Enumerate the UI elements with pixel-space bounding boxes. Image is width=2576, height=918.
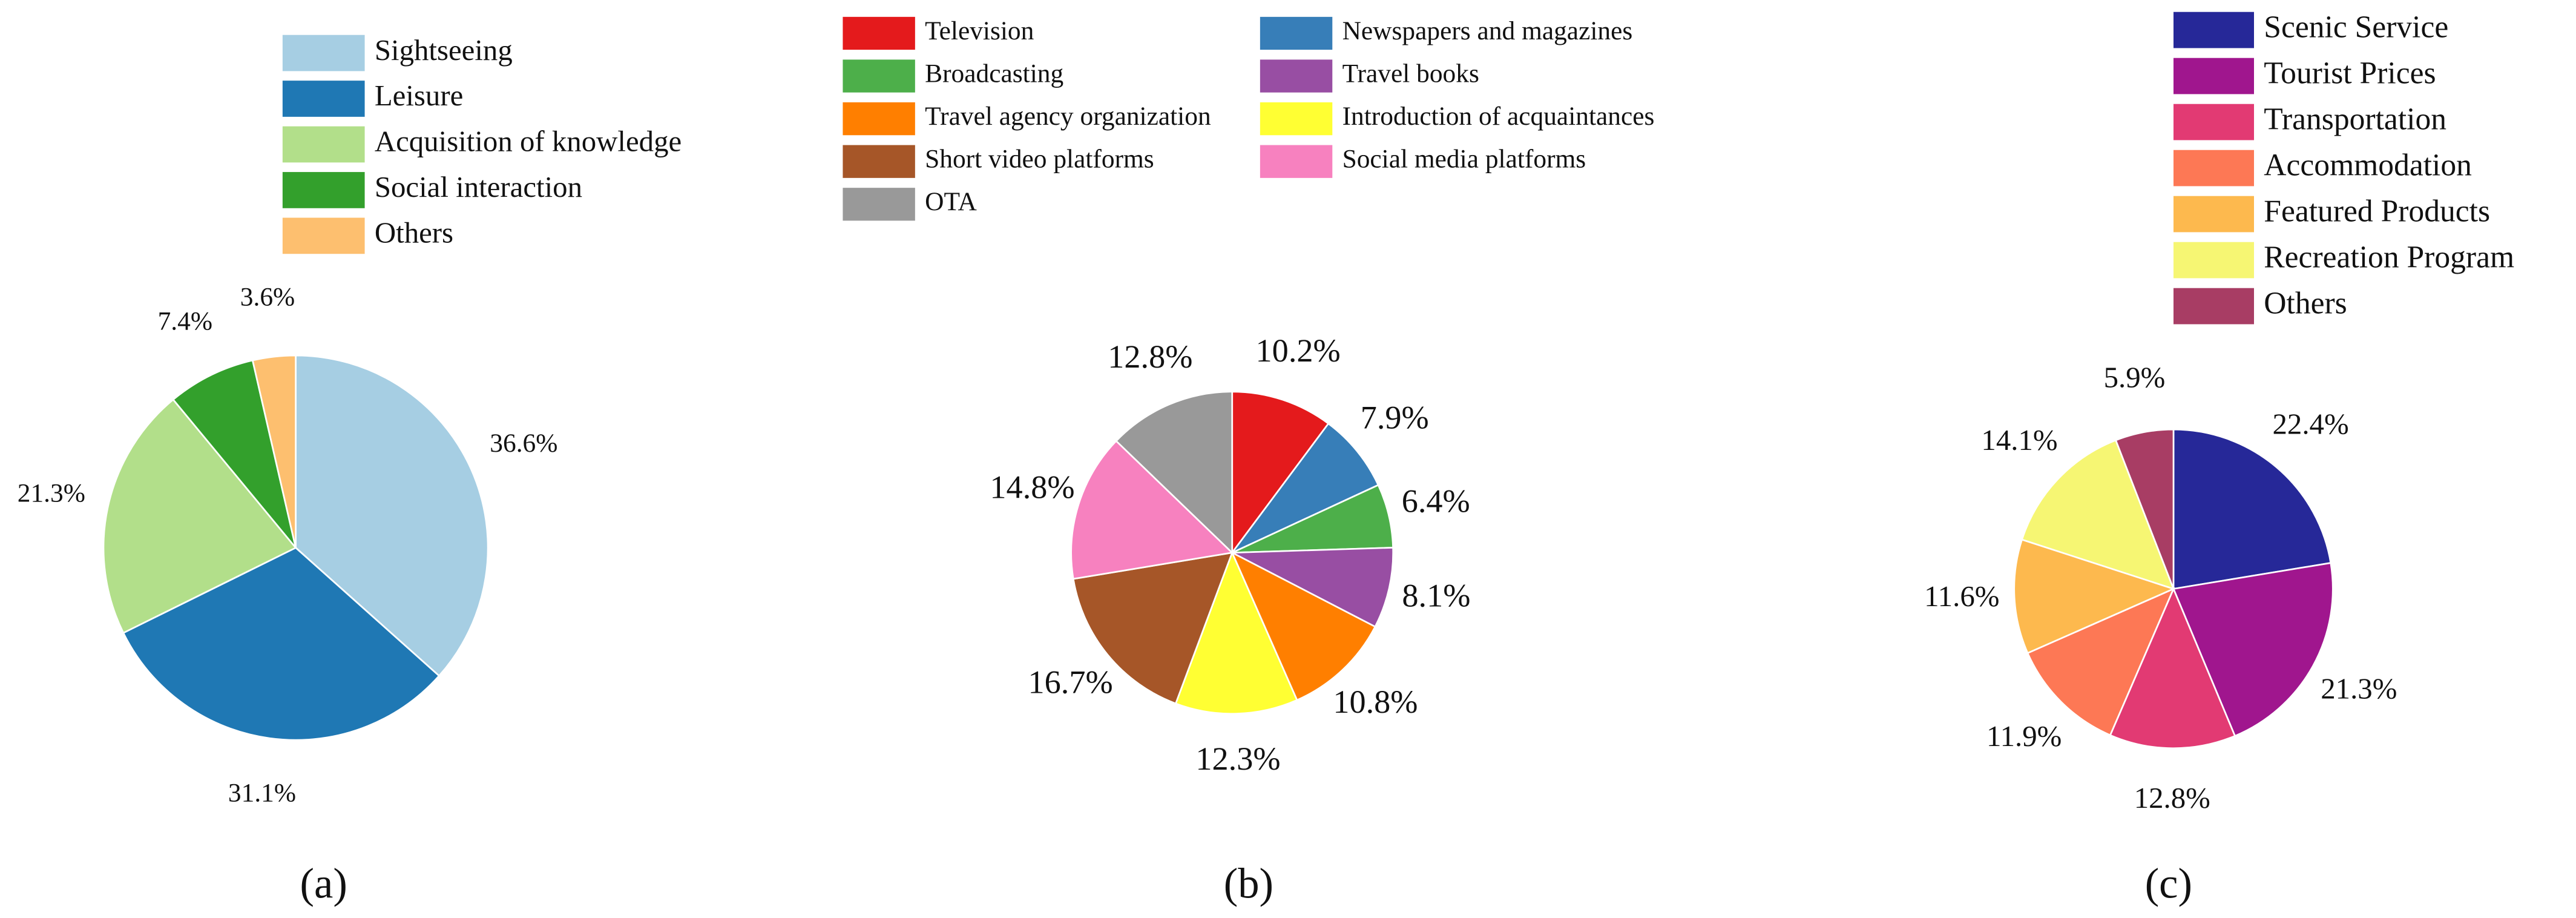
value-label: 3.6%: [240, 282, 295, 311]
value-label: 14.8%: [990, 469, 1074, 505]
legend-swatch: [1260, 16, 1333, 50]
pie-slice: [1231, 422, 1379, 553]
value-label: 11.9%: [1986, 719, 2062, 753]
legend-swatch: [282, 217, 365, 254]
legend-label: Travel agency organization: [925, 102, 1211, 131]
pie-slice: [122, 546, 441, 741]
value-label: 7.9%: [1361, 399, 1429, 435]
value-label: 11.6%: [1924, 580, 1999, 613]
pie-slice: [1115, 391, 1234, 555]
legend-swatch: [843, 59, 915, 93]
value-label: 6.4%: [1402, 483, 1470, 519]
legend-label: Short video platforms: [925, 145, 1154, 174]
legend-swatch: [2174, 242, 2254, 279]
legend-swatch: [1260, 59, 1333, 93]
legend-swatch: [282, 126, 365, 163]
pie-slice: [2109, 586, 2236, 750]
pie-slice: [2114, 428, 2175, 589]
value-label: 12.8%: [1108, 338, 1192, 375]
value-label: 10.2%: [1256, 332, 1341, 369]
legend-label: Travel books: [1342, 59, 1479, 88]
legend-label: Introduction of acquaintances: [1342, 102, 1655, 131]
value-label: 36.6%: [490, 429, 557, 458]
value-label: 5.9%: [2104, 360, 2166, 394]
value-label: 7.4%: [158, 306, 212, 335]
pie-slice: [1231, 391, 1330, 555]
legend-swatch: [1260, 145, 1333, 178]
legend-swatch: [282, 172, 365, 208]
legend-swatch: [843, 145, 915, 178]
legend-swatch: [843, 102, 915, 136]
value-label: 14.1%: [1981, 423, 2057, 457]
value-label: 21.3%: [2321, 672, 2397, 705]
legend-label: Social media platforms: [1342, 145, 1586, 174]
legend-swatch: [2174, 12, 2254, 48]
legend-label: OTA: [925, 187, 977, 216]
legend-swatch: [2174, 150, 2254, 187]
legend-swatch: [843, 16, 915, 50]
legend-swatch: [282, 81, 365, 117]
legend-swatch: [843, 188, 915, 221]
pie-slice: [295, 354, 489, 677]
legend-swatch: [1260, 102, 1333, 136]
pie-slice: [2026, 587, 2175, 736]
legend-label: Recreation Program: [2264, 240, 2514, 274]
pie-slice: [1070, 440, 1234, 580]
legend-label: Broadcasting: [925, 59, 1063, 88]
pie-slice: [2172, 428, 2332, 590]
legend-label: Social interaction: [375, 170, 582, 203]
legend-label: Scenic Service: [2264, 10, 2448, 44]
legend-swatch: [2174, 58, 2254, 94]
value-label: 22.4%: [2272, 408, 2348, 441]
pie-slice: [1072, 551, 1234, 705]
pie-slice: [1230, 550, 1376, 701]
legend-swatch: [2174, 196, 2254, 233]
legend-label: Others: [375, 216, 453, 249]
legend-label: Transportation: [2264, 102, 2446, 136]
legend-label: Others: [2264, 286, 2347, 320]
legend-swatch: [282, 35, 365, 71]
pie-slice: [172, 359, 297, 549]
pie-slice: [2172, 562, 2334, 738]
legend-swatch: [2174, 288, 2254, 325]
value-label: 8.1%: [1402, 578, 1470, 614]
pie-slice: [251, 354, 297, 548]
value-label: 16.7%: [1028, 664, 1112, 701]
value-label: 12.3%: [1195, 741, 1280, 777]
legend-label: Acquisition of knowledge: [375, 125, 682, 158]
pie-slice: [1229, 546, 1395, 628]
legend-label: Television: [925, 16, 1034, 45]
pie-slice: [2020, 439, 2175, 590]
panel-label: (a): [300, 860, 347, 908]
value-label: 12.8%: [2134, 781, 2210, 814]
legend-label: Featured Products: [2264, 194, 2490, 228]
legend-label: Tourist Prices: [2264, 56, 2436, 90]
legend-label: Sightseeing: [375, 33, 513, 67]
pie-slice: [1174, 550, 1298, 715]
panel-label: (c): [2145, 860, 2192, 908]
legend-label: Leisure: [375, 79, 463, 112]
legend-label: Accommodation: [2264, 148, 2472, 182]
legend-swatch: [2174, 104, 2254, 140]
value-label: 10.8%: [1333, 684, 1418, 720]
legend-label: Newspapers and magazines: [1342, 16, 1633, 45]
value-label: 31.1%: [228, 779, 296, 808]
panel-label: (b): [1224, 860, 1273, 908]
value-label: 21.3%: [18, 478, 85, 507]
pie-slice: [102, 398, 297, 634]
pie-slice: [2013, 538, 2176, 655]
